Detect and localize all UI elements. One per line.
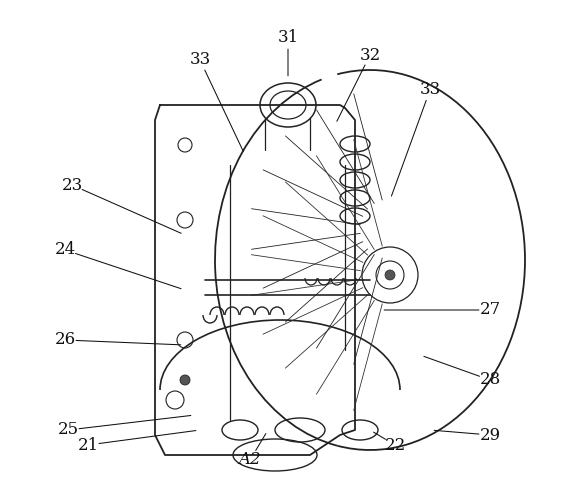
- Text: 25: 25: [58, 421, 78, 438]
- Text: A2: A2: [238, 452, 262, 469]
- Text: 23: 23: [62, 176, 82, 194]
- Text: 33: 33: [190, 51, 211, 69]
- Text: 26: 26: [55, 332, 75, 348]
- Text: 24: 24: [54, 241, 75, 259]
- Circle shape: [180, 375, 190, 385]
- Text: 21: 21: [77, 436, 98, 454]
- Text: 22: 22: [384, 436, 406, 454]
- Text: 31: 31: [278, 30, 298, 46]
- Text: 29: 29: [479, 426, 501, 444]
- Text: 33: 33: [419, 82, 441, 98]
- Text: 32: 32: [359, 46, 381, 64]
- Circle shape: [385, 270, 395, 280]
- Text: 28: 28: [479, 371, 501, 389]
- Text: 27: 27: [479, 301, 501, 319]
